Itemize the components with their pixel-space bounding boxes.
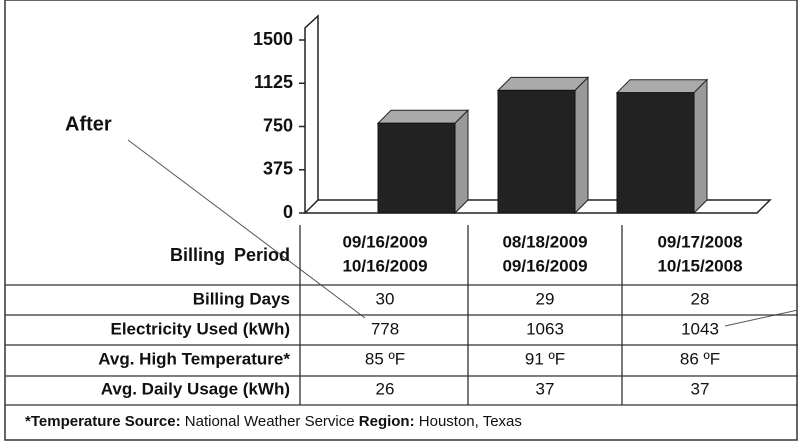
row-label: Electricity Used (kWh): [111, 319, 291, 338]
y-tick-label: 1500: [253, 29, 293, 49]
bar-top: [496, 76, 590, 91]
cell: 28: [691, 289, 710, 308]
cell: 86 ºF: [680, 349, 720, 368]
footer: *Temperature Source: National Weather Se…: [25, 413, 522, 430]
y-tick-label: 1125: [254, 72, 293, 92]
row-label: Avg. Daily Usage (kWh): [101, 379, 290, 398]
period: 09/16/2009: [502, 256, 587, 275]
bar-top: [615, 79, 709, 94]
row-label: Avg. High Temperature*: [98, 349, 290, 368]
footer-region-label: Region:: [359, 413, 415, 430]
row-label: Billing Days: [193, 289, 290, 308]
period: 10/16/2009: [342, 256, 427, 275]
cell: 778: [371, 319, 399, 338]
footer-region: Houston, Texas: [419, 413, 522, 430]
cell: 91 ºF: [525, 349, 565, 368]
bar-side: [574, 76, 589, 215]
period: 10/15/2008: [657, 256, 742, 275]
bar: [616, 92, 695, 214]
y-tick-label: 0: [283, 202, 293, 222]
annotation: After: [65, 113, 112, 135]
row-label: Billing Period: [170, 245, 290, 265]
cell: 1063: [526, 319, 564, 338]
footer-source: National Weather Service: [185, 413, 355, 430]
cell: 85 ºF: [365, 349, 405, 368]
cell: 26: [376, 379, 395, 398]
axis-wall: [304, 14, 319, 213]
bar-side: [693, 78, 708, 215]
cell: 29: [536, 289, 555, 308]
y-tick-label: 375: [263, 159, 293, 179]
bar-side: [454, 109, 469, 215]
bar: [377, 122, 456, 214]
bar-top: [376, 109, 470, 124]
period: 08/18/2009: [502, 232, 587, 251]
cell: 30: [376, 289, 395, 308]
cell: 1043: [681, 319, 719, 338]
bar: [497, 89, 576, 214]
period: 09/17/2008: [657, 232, 742, 251]
frame: [4, 0, 798, 441]
footer-source-label: *Temperature Source:: [25, 413, 181, 430]
y-tick-label: 750: [263, 115, 293, 135]
cell: 37: [691, 379, 710, 398]
annotation-pointer: [127, 139, 366, 319]
annotation-pointer: [724, 309, 798, 327]
cell: 37: [536, 379, 555, 398]
period: 09/16/2009: [342, 232, 427, 251]
